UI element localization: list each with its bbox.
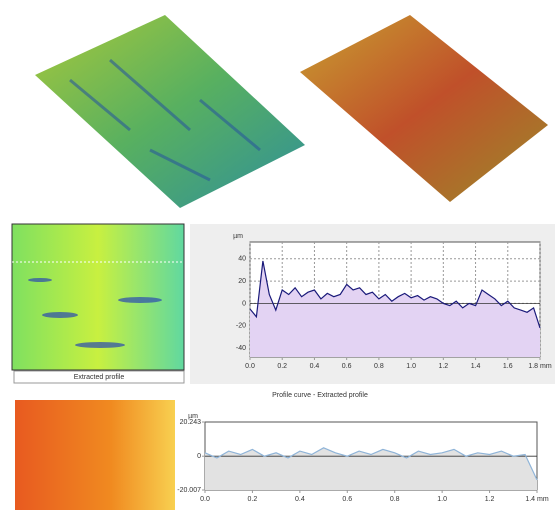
x-tick-label: 0.2 bbox=[248, 496, 258, 503]
x-tick-label: 0.2 bbox=[277, 363, 287, 370]
y-axis-label: µm bbox=[233, 233, 243, 240]
x-tick-label: 0.6 bbox=[342, 363, 352, 370]
map-label: Extracted profile bbox=[74, 374, 125, 381]
x-tick-label: 0.4 bbox=[295, 496, 305, 503]
y-tick-label: -20 bbox=[236, 323, 246, 330]
x-tick-label: 0.4 bbox=[310, 363, 320, 370]
surface-3d-red bbox=[300, 15, 548, 202]
y-tick-label: -40 bbox=[236, 345, 246, 352]
y-tick-label: 20.243 bbox=[180, 419, 202, 426]
x-tick-label: 0.6 bbox=[342, 496, 352, 503]
x-tick-label: 0.0 bbox=[245, 363, 255, 370]
x-tick-label: 1.0 bbox=[406, 363, 416, 370]
y-tick-label: 0 bbox=[197, 453, 201, 460]
y-tick-label: 0 bbox=[242, 300, 246, 307]
x-tick-label: 0.8 bbox=[390, 496, 400, 503]
x-tick-label: 0.8 bbox=[374, 363, 384, 370]
y-tick-label: -20.007 bbox=[177, 487, 201, 494]
x-tick-label: 1.4 mm bbox=[525, 496, 549, 503]
x-tick-label: 1.0 bbox=[437, 496, 447, 503]
x-tick-label: 1.2 bbox=[485, 496, 495, 503]
figure: Extracted profile Profile curve - Extrac… bbox=[0, 0, 560, 513]
x-tick-label: 1.4 bbox=[471, 363, 481, 370]
height-map-red bbox=[15, 400, 175, 510]
y-tick-label: 20 bbox=[238, 278, 246, 285]
figure-canvas: Extracted profile Profile curve - Extrac… bbox=[0, 0, 560, 513]
x-tick-label: 1.6 bbox=[503, 363, 513, 370]
x-tick-label: 1.8 mm bbox=[528, 363, 552, 370]
x-tick-label: 1.2 bbox=[438, 363, 448, 370]
y-tick-label: 40 bbox=[238, 256, 246, 263]
chart-title: Profile curve - Extracted profile bbox=[272, 392, 368, 399]
height-map-green bbox=[12, 224, 184, 370]
x-tick-label: 0.0 bbox=[200, 496, 210, 503]
